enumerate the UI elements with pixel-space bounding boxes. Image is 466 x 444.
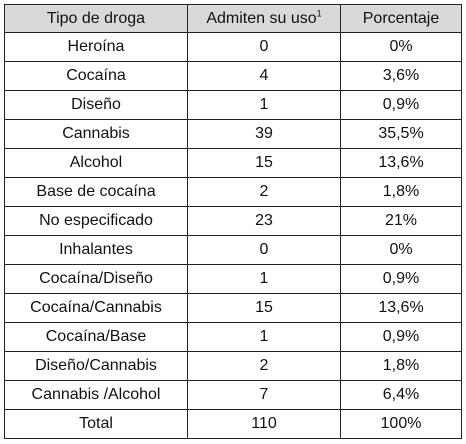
cell-percentage: 0% (340, 235, 462, 265)
cell-admit-count: 2 (187, 351, 341, 381)
cell-admit-count: 2 (187, 177, 341, 207)
header-admit-use: Admiten su uso1 (187, 4, 341, 33)
table-row: Alcohol 15 13,6% (4, 148, 462, 178)
cell-drug-type: Cocaína/Diseño (4, 264, 188, 294)
cell-percentage: 0,9% (340, 90, 462, 120)
footnote-marker: 1 (316, 8, 322, 19)
table-row: Cocaína 4 3,6% (4, 61, 462, 91)
cell-admit-count: 4 (187, 61, 341, 91)
cell-drug-type: Heroína (4, 32, 188, 62)
cell-admit-count: 1 (187, 264, 341, 294)
header-drug-type-label: Tipo de droga (46, 10, 146, 27)
table-row: Heroína 0 0% (4, 32, 462, 62)
table-row: Cocaína/Diseño 1 0,9% (4, 264, 462, 294)
header-percentage-label: Porcentaje (362, 10, 440, 27)
cell-percentage: 1,8% (340, 177, 462, 207)
drug-use-table: Tipo de droga Admiten su uso1 Porcentaje… (4, 4, 462, 439)
header-drug-type: Tipo de droga (4, 4, 188, 33)
cell-admit-count: 23 (187, 206, 341, 236)
cell-drug-type: Diseño/Cannabis (4, 351, 188, 381)
table-row: Cocaína/Cannabis 15 13,6% (4, 293, 462, 323)
cell-drug-type: Diseño (4, 90, 188, 120)
cell-percentage: 13,6% (340, 293, 462, 323)
table-header: Tipo de droga Admiten su uso1 Porcentaje (4, 4, 462, 33)
cell-percentage: 3,6% (340, 61, 462, 91)
cell-admit-count: 1 (187, 322, 341, 352)
cell-percentage: 0% (340, 32, 462, 62)
cell-percentage: 100% (340, 409, 462, 439)
table-row: No especificado 23 21% (4, 206, 462, 236)
table-row: Inhalantes 0 0% (4, 235, 462, 265)
table-row: Base de cocaína 2 1,8% (4, 177, 462, 207)
table-row: Total 110 100% (4, 409, 462, 439)
cell-admit-count: 1 (187, 90, 341, 120)
cell-drug-type: Cannabis (4, 119, 188, 149)
cell-admit-count: 0 (187, 235, 341, 265)
table-row: Cannabis 39 35,5% (4, 119, 462, 149)
cell-percentage: 35,5% (340, 119, 462, 149)
cell-admit-count: 39 (187, 119, 341, 149)
header-admit-use-label: Admiten su uso (206, 10, 317, 27)
table-row: Cannabis /Alcohol 7 6,4% (4, 380, 462, 410)
header-row: Tipo de droga Admiten su uso1 Porcentaje (4, 4, 462, 33)
cell-drug-type: Inhalantes (4, 235, 188, 265)
table-row: Cocaína/Base 1 0,9% (4, 322, 462, 352)
drug-use-table-container: Tipo de droga Admiten su uso1 Porcentaje… (4, 4, 462, 439)
table-body: Heroína 0 0% Cocaína 4 3,6% Diseño 1 0,9% Cannabi… (4, 32, 462, 439)
header-percentage: Porcentaje (340, 4, 462, 33)
cell-drug-type: Cocaína/Cannabis (4, 293, 188, 323)
cell-percentage: 0,9% (340, 322, 462, 352)
cell-admit-count: 110 (187, 409, 341, 439)
cell-drug-type: No especificado (4, 206, 188, 236)
cell-drug-type: Base de cocaína (4, 177, 188, 207)
cell-drug-type: Cocaína/Base (4, 322, 188, 352)
cell-percentage: 0,9% (340, 264, 462, 294)
table-row: Diseño/Cannabis 2 1,8% (4, 351, 462, 381)
cell-percentage: 1,8% (340, 351, 462, 381)
cell-drug-type: Cannabis /Alcohol (4, 380, 188, 410)
cell-drug-type: Alcohol (4, 148, 188, 178)
table-row: Diseño 1 0,9% (4, 90, 462, 120)
cell-drug-type: Total (4, 409, 188, 439)
cell-percentage: 21% (340, 206, 462, 236)
cell-percentage: 6,4% (340, 380, 462, 410)
cell-admit-count: 0 (187, 32, 341, 62)
cell-admit-count: 15 (187, 293, 341, 323)
cell-admit-count: 15 (187, 148, 341, 178)
cell-percentage: 13,6% (340, 148, 462, 178)
cell-drug-type: Cocaína (4, 61, 188, 91)
cell-admit-count: 7 (187, 380, 341, 410)
